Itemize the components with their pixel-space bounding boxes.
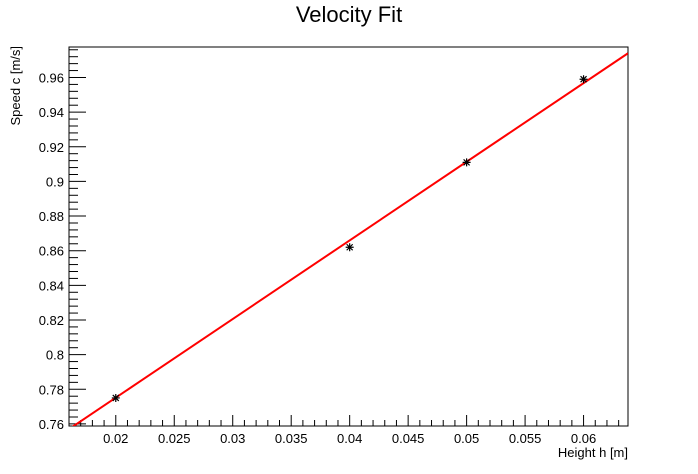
y-tick-label: 0.92 (39, 140, 64, 155)
x-tick-label: 0.03 (220, 431, 245, 446)
y-tick-label: 0.82 (39, 313, 64, 328)
y-tick-label: 0.9 (46, 174, 64, 189)
x-axis-label: Height h [m] (558, 445, 628, 460)
x-tick-label: 0.06 (571, 431, 596, 446)
x-tick-label: 0.05 (454, 431, 479, 446)
y-axis-label: Speed c [m/s] (8, 46, 23, 125)
chart-title: Velocity Fit (296, 2, 402, 27)
fit-line (71, 52, 628, 426)
x-tick-label: 0.02 (103, 431, 128, 446)
y-tick-label: 0.84 (39, 278, 64, 293)
x-tick-label: 0.055 (509, 431, 542, 446)
y-tick-label: 0.78 (39, 382, 64, 397)
y-tick-label: 0.76 (39, 417, 64, 432)
y-tick-label: 0.96 (39, 70, 64, 85)
x-tick-label: 0.035 (275, 431, 308, 446)
data-point (579, 75, 588, 84)
data-point (345, 243, 354, 252)
y-tick-label: 0.94 (39, 105, 64, 120)
data-point (111, 393, 120, 402)
x-tick-label: 0.025 (158, 431, 191, 446)
plot-area: 0.02 0.025 0.03 0.035 0.04 0.045 0.05 0.055 0.06… (39, 46, 629, 446)
y-tick-label: 0.86 (39, 244, 64, 259)
data-point (462, 158, 471, 167)
y-tick-label: 0.88 (39, 209, 64, 224)
y-tick-label: 0.8 (46, 348, 64, 363)
x-tick-label: 0.045 (392, 431, 425, 446)
x-tick-label: 0.04 (337, 431, 362, 446)
plot-frame (68, 46, 629, 427)
